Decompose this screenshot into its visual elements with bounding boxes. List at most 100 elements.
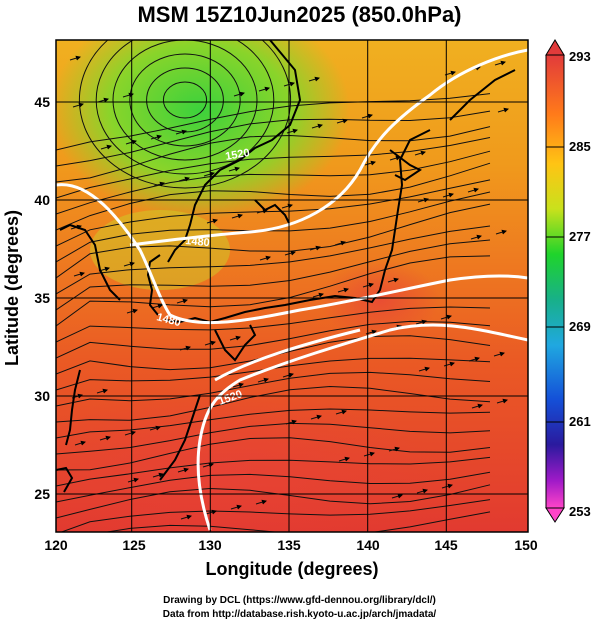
wind-arrow [233,91,245,97]
wind-arrow [100,144,112,150]
wind-arrow [387,277,399,283]
streamline [129,53,241,147]
streamline [56,93,491,151]
wind-arrow [205,509,217,515]
wind-arrow [282,372,294,378]
colorbar-tick-label: 285 [569,139,591,154]
streamline [56,162,491,231]
streamline [162,81,208,119]
wind-arrow [311,123,323,129]
colorbar-top-arrow [545,39,565,56]
contour-label-group: 1480 1520 1480 1520 [155,147,250,408]
x-tick-label: 130 [198,537,222,553]
streamline [95,40,275,175]
wind-arrow [228,166,240,172]
streamline [56,203,491,279]
wind-arrow [125,139,137,145]
wind-arrow [471,403,483,409]
wind-arrow [127,477,139,483]
wind-arrow [338,456,350,462]
y-tick-label: 40 [34,192,50,208]
colorbar-bottom-arrow [545,507,565,523]
streamline [60,499,491,532]
streamline [56,456,491,487]
wind-arrow [176,298,188,304]
wind-arrow [443,361,455,367]
wind-arrow [231,213,243,219]
wind-arrow [496,398,508,404]
wind-arrow [308,76,320,82]
streamline [56,371,491,407]
warm-air-region [320,260,440,340]
credit-line-drawing: Drawing by DCL (https://www.gfd-dennou.o… [163,595,436,606]
wind-arrow [442,192,454,198]
wind-arrow [152,472,164,478]
colorbar-tick-label: 277 [569,229,591,244]
streamline [56,126,491,183]
wind-arrow [363,451,375,457]
wind-arrow [470,234,482,240]
x-tick-label: 120 [44,537,68,553]
wind-arrow [493,351,505,357]
wind-arrow [418,366,430,372]
credits: Drawing by DCL (https://www.gfd-dennou.o… [0,594,599,622]
wind-arrow [74,440,86,446]
wind-arrow [391,493,403,499]
wind-arrow [309,245,321,251]
wind-arrow [202,462,214,468]
x-tick-label: 125 [122,537,146,553]
wind-arrow [149,425,161,431]
colorbar-tick-label: 253 [569,504,591,519]
wind-arrow [232,382,244,388]
temperature-field: 1480 1520 1480 1520 [56,40,528,532]
wind-arrow [123,261,135,267]
map-title: MSM 15Z10Jun2025 (850.0hPa) [137,2,462,27]
wind-arrow [335,409,347,415]
streamline [56,422,491,455]
wind-arrow [69,55,81,61]
streamline [112,40,258,161]
streamline [56,437,491,471]
streamline [56,471,491,503]
wind-arrow [414,150,426,156]
x-tick-labels: 120 125 130 135 140 145 150 [44,537,538,553]
wind-arrow [258,86,270,92]
y-tick-label: 30 [34,388,50,404]
wind-arrow [257,377,269,383]
lat-lon-grid [56,40,528,532]
wind-arrow [175,129,187,135]
wind-arrow [441,483,453,489]
streamline [56,255,491,327]
streamline [56,320,491,359]
wind-arrow [336,118,348,124]
streamline [56,484,491,519]
wind-arrow [180,514,192,520]
colorbar: 293 285 277 269 261 253 [545,39,591,523]
wind-arrow [255,499,267,505]
wind-arrow [179,345,191,351]
wind-arrow [364,160,376,166]
y-tick-label: 25 [34,486,50,502]
wind-arrow [337,287,349,293]
colorbar-tick-label: 261 [569,414,591,429]
wind-arrow [361,113,373,119]
colorbar-tick-label: 269 [569,319,591,334]
streamline [56,225,491,295]
wind-arrow [203,171,215,177]
streamline [56,385,491,423]
colorbar-scale [545,54,565,509]
y-axis-label: Latitude (degrees) [2,210,22,366]
wind-arrow [124,430,136,436]
wind-arrow [177,467,189,473]
wind-arrow [151,303,163,309]
wind-arrow [206,218,218,224]
wind-arrow [96,388,108,394]
wind-arrow [416,488,428,494]
colorbar-tick-label: 293 [569,49,591,64]
y-tick-labels: 25 30 35 40 45 [34,94,50,502]
wind-arrow [497,107,509,113]
wind-arrow [229,335,241,341]
streamline [56,110,491,167]
plot-frame [55,39,529,533]
wind-arrow [388,446,400,452]
